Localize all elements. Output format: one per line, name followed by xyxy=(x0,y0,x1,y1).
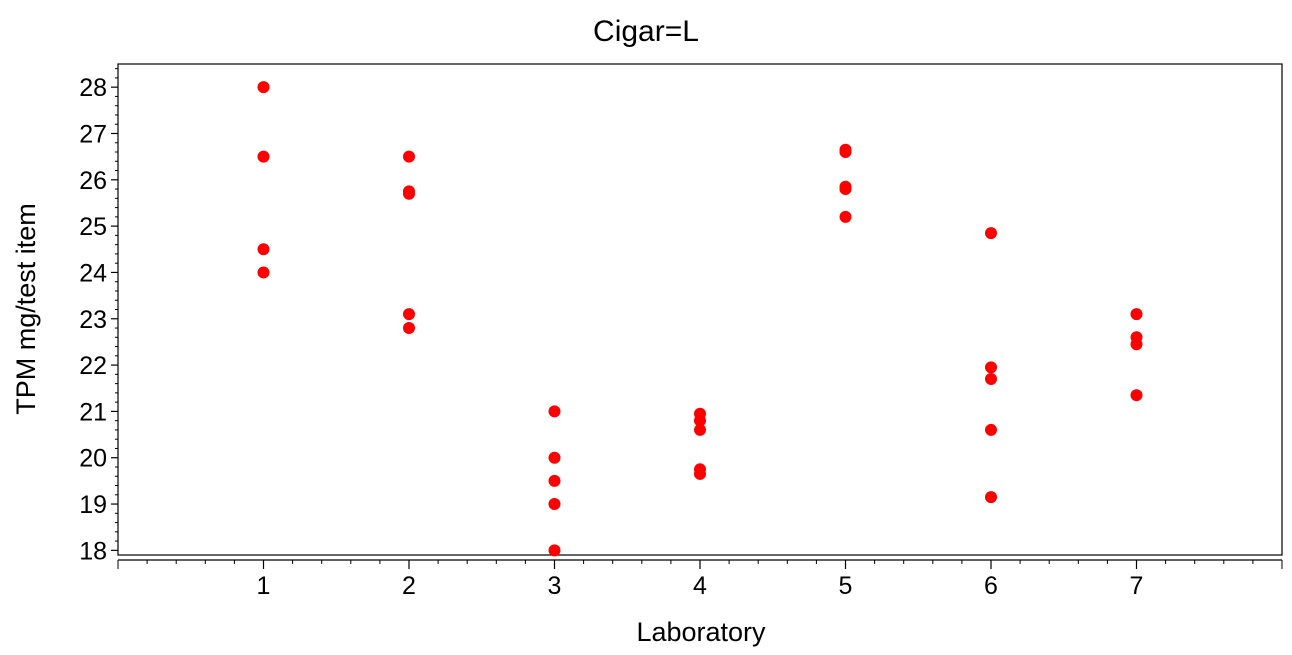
data-point xyxy=(985,491,997,504)
data-point xyxy=(985,423,997,436)
data-point xyxy=(839,210,852,223)
data-point xyxy=(1130,338,1143,351)
data-point xyxy=(985,372,997,385)
data-point xyxy=(985,361,997,374)
data-point xyxy=(403,322,415,335)
plot-frame xyxy=(117,63,1283,556)
data-point xyxy=(257,81,270,94)
data-point xyxy=(548,498,561,511)
data-point xyxy=(548,544,561,557)
y-axis: 18 19 20 21 22 23 24 25 26 27 28 xyxy=(79,68,118,565)
data-point xyxy=(257,266,270,279)
data-point xyxy=(839,146,852,159)
chart-title: Cigar=L xyxy=(593,15,699,48)
data-point xyxy=(694,467,706,480)
x-tick-label: 4 xyxy=(693,572,707,600)
data-point xyxy=(403,308,415,321)
y-tick-label: 21 xyxy=(79,398,107,426)
y-axis-label: TPM mg/test item xyxy=(11,203,41,415)
x-axis: 1 2 3 4 5 6 7 xyxy=(117,559,1283,600)
x-tick-label: 3 xyxy=(548,572,562,600)
x-tick-label: 6 xyxy=(984,572,998,600)
y-tick-label: 20 xyxy=(79,445,107,473)
y-tick-label: 25 xyxy=(79,213,107,241)
y-tick-label: 27 xyxy=(79,120,107,148)
data-point xyxy=(1130,389,1143,402)
data-point xyxy=(839,183,852,196)
x-tick-label: 1 xyxy=(257,572,271,600)
data-point xyxy=(403,150,415,163)
y-tick-label: 18 xyxy=(79,537,107,565)
x-axis-label: Laboratory xyxy=(636,617,766,647)
data-point xyxy=(985,227,997,240)
data-point xyxy=(257,243,270,256)
data-point xyxy=(694,423,706,436)
x-tick-label: 7 xyxy=(1130,572,1144,600)
data-point xyxy=(548,474,561,487)
data-point xyxy=(548,405,561,418)
data-point xyxy=(548,451,561,464)
data-point xyxy=(257,150,270,163)
data-point xyxy=(694,414,706,427)
data-point xyxy=(403,187,415,200)
y-tick-label: 23 xyxy=(79,306,107,334)
data-point xyxy=(1130,308,1143,321)
y-tick-label: 19 xyxy=(79,491,107,519)
y-tick-label: 28 xyxy=(79,74,107,102)
y-tick-label: 22 xyxy=(79,352,107,380)
data-points xyxy=(257,81,1143,557)
y-tick-label: 24 xyxy=(79,259,107,287)
y-tick-label: 26 xyxy=(79,167,107,195)
x-tick-label: 2 xyxy=(402,572,416,600)
x-tick-label: 5 xyxy=(839,572,853,600)
